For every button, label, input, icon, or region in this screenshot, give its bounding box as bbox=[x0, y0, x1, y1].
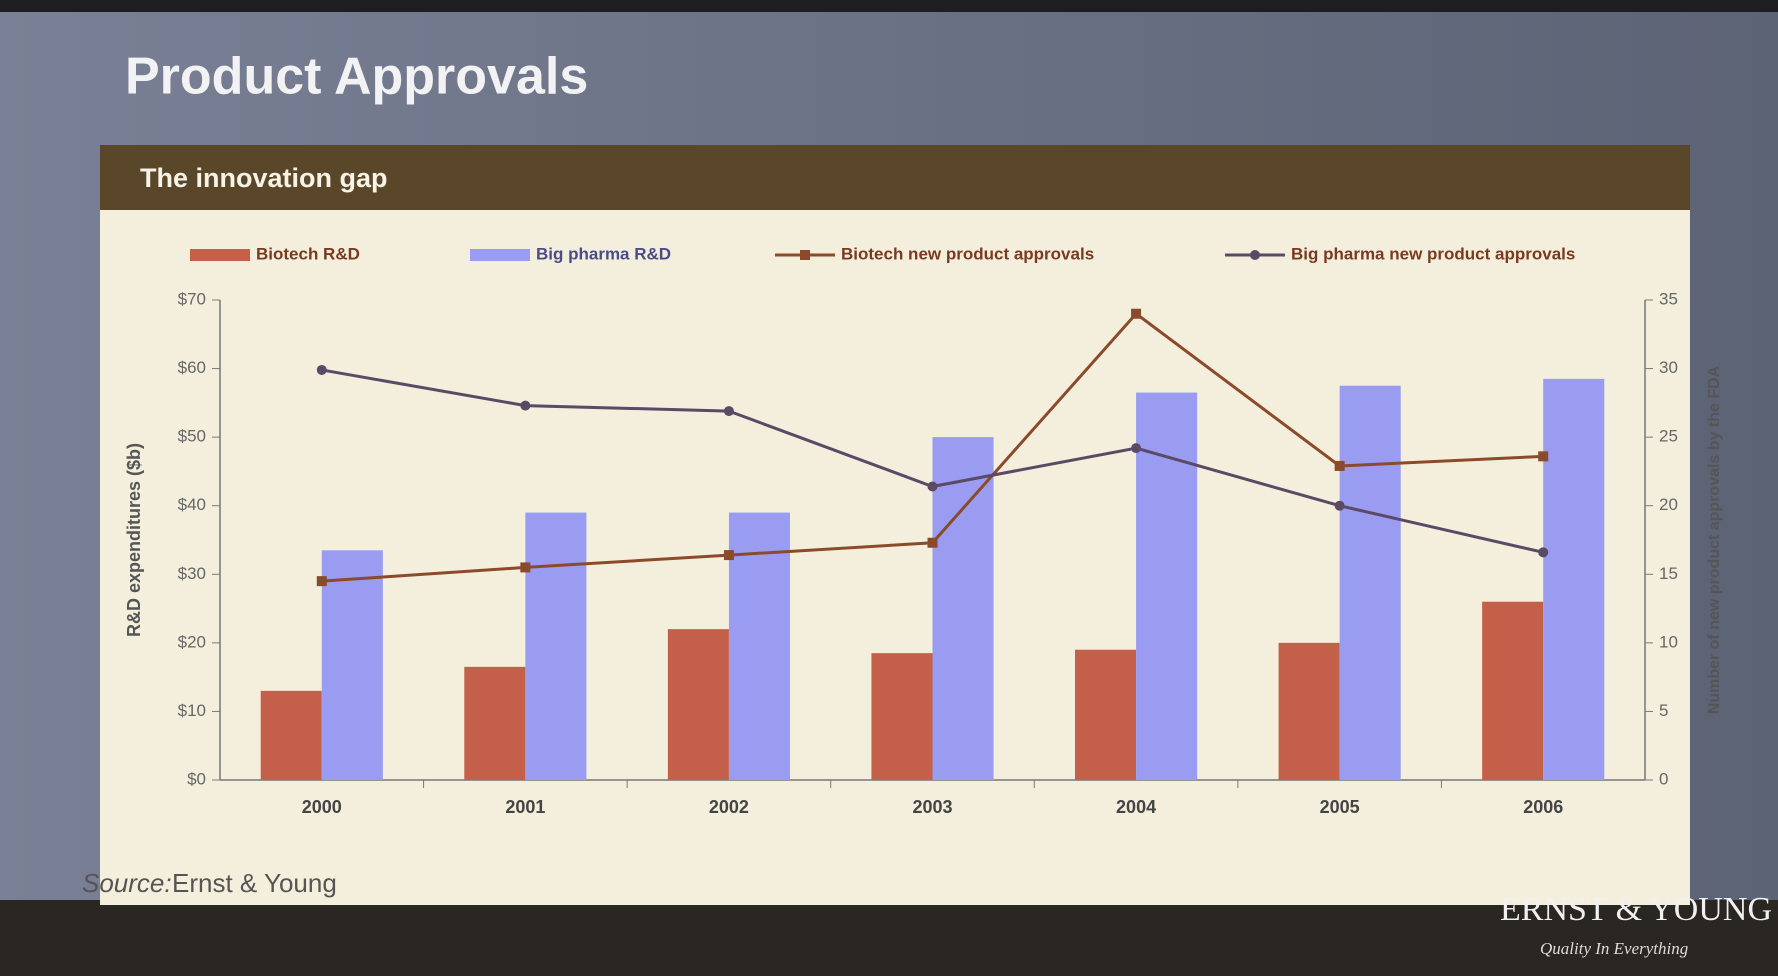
y2-tick-label: 35 bbox=[1659, 289, 1678, 308]
marker bbox=[928, 538, 938, 548]
marker bbox=[317, 365, 327, 375]
y-tick-label: $20 bbox=[178, 632, 206, 651]
bar bbox=[1543, 379, 1604, 780]
marker bbox=[317, 576, 327, 586]
legend-swatch bbox=[470, 249, 530, 261]
legend-label: Big pharma new product approvals bbox=[1291, 244, 1575, 263]
bar bbox=[1482, 602, 1543, 780]
y2-tick-label: 20 bbox=[1659, 495, 1678, 514]
marker bbox=[1538, 547, 1548, 557]
chart-title: The innovation gap bbox=[140, 163, 388, 193]
legend-swatch bbox=[190, 249, 250, 261]
logo: ERNST & YOUNG bbox=[1500, 891, 1772, 928]
y-axis-title: R&D expenditures ($b) bbox=[124, 443, 144, 637]
y2-tick-label: 30 bbox=[1659, 358, 1678, 377]
marker bbox=[1131, 443, 1141, 453]
y2-tick-label: 5 bbox=[1659, 701, 1668, 720]
y-tick-label: $40 bbox=[178, 495, 206, 514]
x-tick-label: 2005 bbox=[1320, 797, 1360, 817]
bar bbox=[322, 550, 383, 780]
bar bbox=[1075, 650, 1136, 780]
y2-tick-label: 25 bbox=[1659, 427, 1678, 446]
bar bbox=[525, 513, 586, 780]
y-tick-label: $60 bbox=[178, 358, 206, 377]
y2-axis-title: Number of new product approvals by the F… bbox=[1706, 365, 1723, 714]
marker bbox=[724, 406, 734, 416]
y2-tick-label: 10 bbox=[1659, 632, 1678, 651]
source-name: Ernst & Young bbox=[172, 868, 337, 898]
marker bbox=[520, 562, 530, 572]
source-label: Source: bbox=[82, 868, 172, 898]
marker bbox=[1335, 461, 1345, 471]
legend-marker bbox=[800, 250, 810, 260]
bar bbox=[261, 691, 322, 780]
marker bbox=[1335, 501, 1345, 511]
marker bbox=[1538, 451, 1548, 461]
x-tick-label: 2004 bbox=[1116, 797, 1156, 817]
x-tick-label: 2006 bbox=[1523, 797, 1563, 817]
marker bbox=[520, 401, 530, 411]
y2-tick-label: 0 bbox=[1659, 769, 1668, 788]
marker bbox=[1131, 309, 1141, 319]
bar bbox=[871, 653, 932, 780]
legend-label: Big pharma R&D bbox=[536, 244, 671, 263]
page: Product Approvals The innovation gap Sou… bbox=[0, 0, 1778, 976]
tagline: Quality In Everything bbox=[1540, 939, 1688, 958]
top-edge bbox=[0, 0, 1778, 12]
bar bbox=[464, 667, 525, 780]
y-tick-label: $70 bbox=[178, 289, 206, 308]
x-tick-label: 2002 bbox=[709, 797, 749, 817]
legend-label: Biotech R&D bbox=[256, 244, 360, 263]
x-tick-label: 2000 bbox=[302, 797, 342, 817]
bar bbox=[668, 629, 729, 780]
y-tick-label: $0 bbox=[187, 769, 206, 788]
marker bbox=[928, 482, 938, 492]
marker bbox=[724, 550, 734, 560]
bar bbox=[1340, 386, 1401, 780]
bar bbox=[933, 437, 994, 780]
y2-tick-label: 15 bbox=[1659, 564, 1678, 583]
slide-title: Product Approvals bbox=[125, 48, 588, 106]
x-tick-label: 2003 bbox=[912, 797, 952, 817]
y-tick-label: $50 bbox=[178, 427, 206, 446]
slide: Product Approvals The innovation gap Sou… bbox=[0, 0, 1778, 976]
y-tick-label: $30 bbox=[178, 564, 206, 583]
x-tick-label: 2001 bbox=[505, 797, 545, 817]
bar bbox=[1279, 643, 1340, 780]
legend-label: Biotech new product approvals bbox=[841, 244, 1094, 263]
y-tick-label: $10 bbox=[178, 701, 206, 720]
legend-marker bbox=[1250, 250, 1260, 260]
